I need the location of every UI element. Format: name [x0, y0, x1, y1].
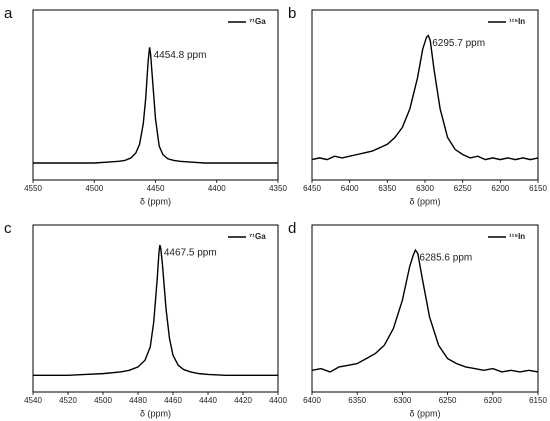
- x-tick-label: 6400: [341, 184, 359, 193]
- x-axis-label: δ (ppm): [409, 196, 440, 206]
- x-tick-label: 6300: [394, 396, 412, 405]
- x-axis-label: δ (ppm): [409, 408, 440, 418]
- plot-frame: [32, 9, 279, 181]
- spectrum-line: [311, 34, 539, 161]
- panel: d 6400 6350 6300 6250 6200 6150 δ (ppm) ¹¹⁵In 628…: [288, 220, 547, 418]
- x-tick-label: 4400: [269, 396, 287, 405]
- peak-annotation: 6295.7 ppm: [432, 38, 485, 49]
- x-tick-label: 4520: [59, 396, 77, 405]
- panel-label: c: [4, 220, 12, 237]
- plot-frame: [32, 224, 279, 393]
- x-tick-label: 6450: [303, 184, 321, 193]
- x-tick-label: 4440: [199, 396, 217, 405]
- legend-label: ⁷¹Ga: [249, 232, 266, 241]
- x-tick-label: 4450: [147, 184, 165, 193]
- panel-label: d: [288, 220, 296, 237]
- x-tick-label: 6250: [439, 396, 457, 405]
- panel: b 6450 6400 6350 6300 6250 6200 6150 δ (ppm) ¹¹⁵I…: [288, 5, 547, 206]
- x-axis-label: δ (ppm): [140, 196, 171, 206]
- x-tick-label: 6300: [416, 184, 434, 193]
- legend-label: ¹¹⁵In: [509, 232, 525, 241]
- spectrum-line: [33, 47, 278, 164]
- x-tick-label: 4500: [85, 184, 103, 193]
- x-tick-label: 6150: [529, 396, 547, 405]
- x-tick-label: 6350: [348, 396, 366, 405]
- x-tick-label: 4500: [94, 396, 112, 405]
- legend-label: ⁷¹Ga: [249, 17, 266, 26]
- plot-frame: [311, 9, 539, 181]
- x-tick-label: 4540: [24, 396, 42, 405]
- x-tick-label: 4460: [164, 396, 182, 405]
- x-tick-label: 4480: [129, 396, 147, 405]
- x-tick-label: 6250: [454, 184, 472, 193]
- peak-annotation: 6285.6 ppm: [419, 253, 472, 264]
- panel: a 4550 4500 4450 4400 4350 δ (ppm) ⁷¹Ga 4454.8 p…: [4, 5, 287, 206]
- spectrum-line: [311, 248, 539, 373]
- spectrum-line: [33, 244, 278, 376]
- x-tick-label: 6400: [303, 396, 321, 405]
- panel-label: b: [288, 5, 296, 22]
- x-tick-label: 4350: [269, 184, 287, 193]
- x-axis-label: δ (ppm): [140, 408, 171, 418]
- legend-label: ¹¹⁵In: [509, 17, 525, 26]
- panel: c 4540 4520 4500 4480 4460 4440 4420 4400 δ (ppm)…: [4, 220, 287, 418]
- x-tick-label: 6350: [378, 184, 396, 193]
- x-tick-label: 6200: [484, 396, 502, 405]
- x-tick-label: 4400: [208, 184, 226, 193]
- peak-annotation: 4467.5 ppm: [164, 248, 217, 259]
- x-tick-label: 6200: [491, 184, 509, 193]
- panel-label: a: [4, 5, 13, 22]
- x-tick-label: 6150: [529, 184, 547, 193]
- peak-annotation: 4454.8 ppm: [154, 50, 207, 61]
- plot-frame: [311, 224, 539, 393]
- x-tick-label: 4550: [24, 184, 42, 193]
- x-tick-label: 4420: [234, 396, 252, 405]
